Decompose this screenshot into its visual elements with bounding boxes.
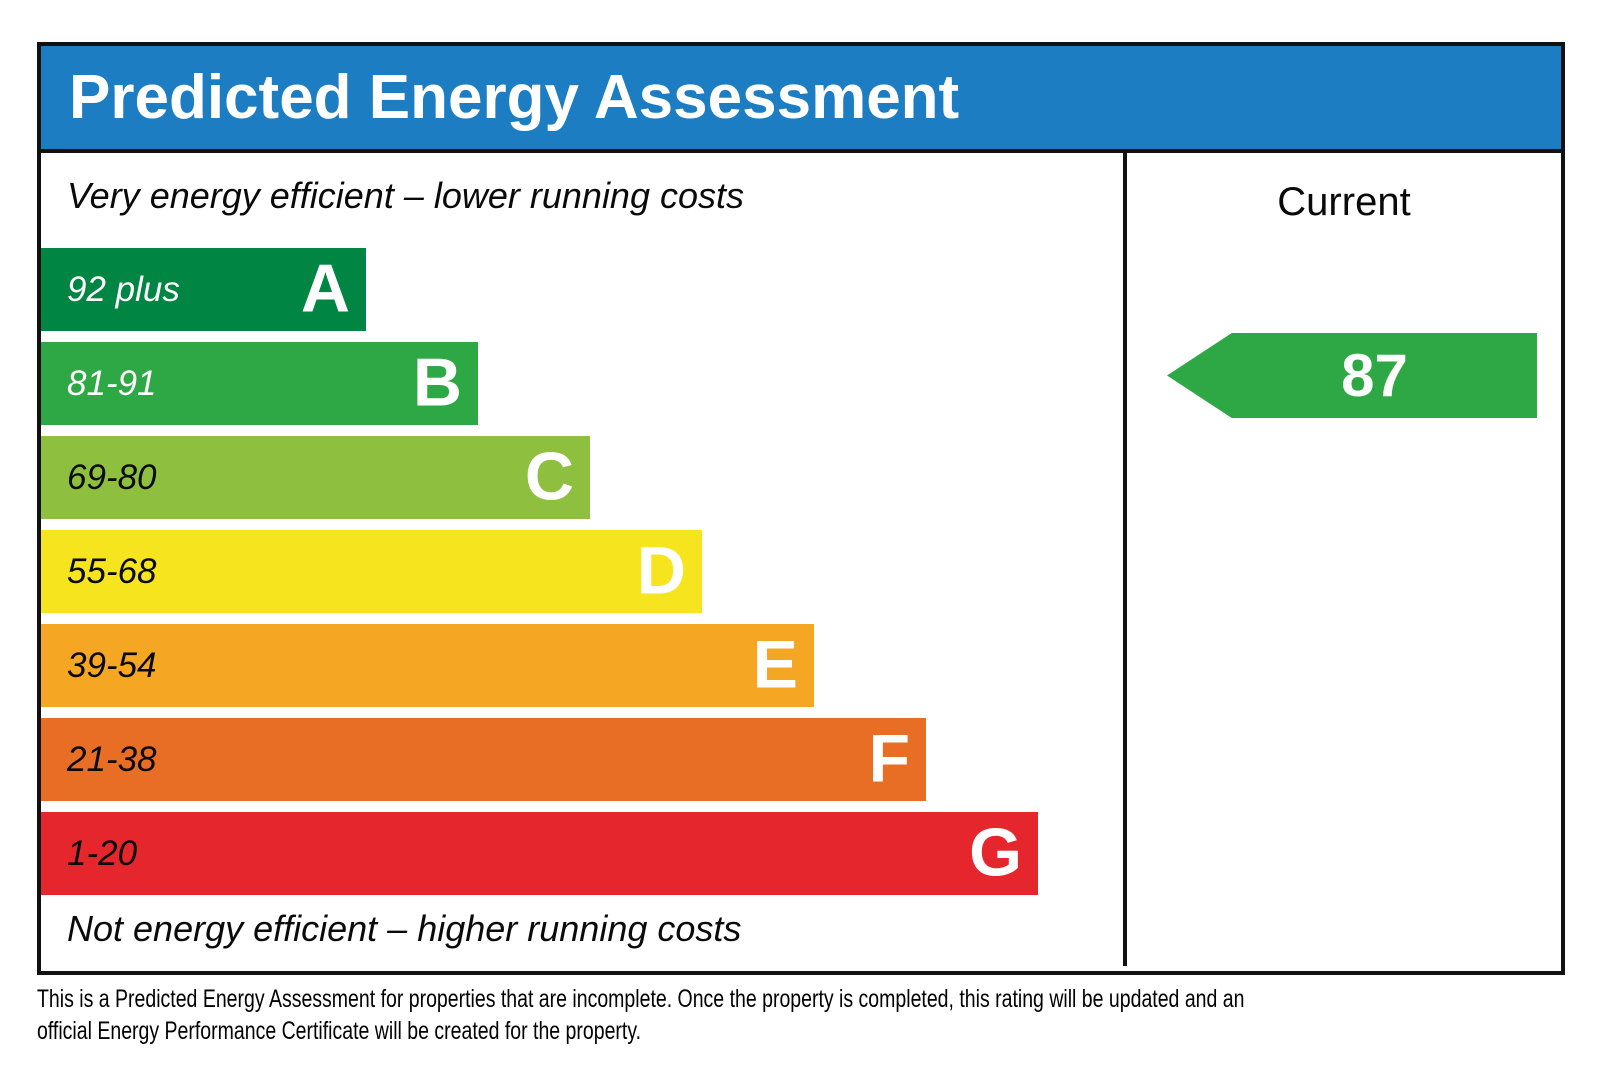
band-a: 92 plus A xyxy=(41,248,366,331)
caption-efficient: Very energy efficient – lower running co… xyxy=(67,175,745,216)
band-f-range: 21-38 xyxy=(67,739,157,779)
band-g: 1-20 G xyxy=(41,812,1038,895)
current-column-header: Current xyxy=(1277,180,1411,224)
rating-chart: Very energy efficient – lower running co… xyxy=(41,153,1123,966)
band-e: 39-54 E xyxy=(41,624,814,707)
band-a-range: 92 plus xyxy=(67,269,180,309)
band-c-letter: C xyxy=(524,438,574,515)
band-b-range: 81-91 xyxy=(67,363,157,403)
band-d: 55-68 D xyxy=(41,530,702,613)
band-b-letter: B xyxy=(412,344,462,421)
current-rating-value: 87 xyxy=(1341,341,1408,409)
caption-not-efficient: Not energy efficient – higher running co… xyxy=(67,908,742,949)
current-column: Current 87 xyxy=(1123,153,1561,966)
energy-assessment-panel: Predicted Energy Assessment Very energy … xyxy=(37,42,1565,975)
band-d-range: 55-68 xyxy=(67,551,157,591)
rating-bars: 92 plus A 81-91 B 69-80 C 55-68 D 39-54 xyxy=(41,248,1038,906)
band-c-range: 69-80 xyxy=(67,457,157,497)
band-e-range: 39-54 xyxy=(67,645,157,685)
footer-note-line1: This is a Predicted Energy Assessment fo… xyxy=(37,985,1245,1013)
footer-note: This is a Predicted Energy Assessment fo… xyxy=(37,983,1244,1047)
panel-header: Predicted Energy Assessment xyxy=(41,46,1561,153)
band-g-letter: G xyxy=(969,814,1022,891)
band-g-range: 1-20 xyxy=(67,833,138,873)
panel-content: Very energy efficient – lower running co… xyxy=(41,153,1561,966)
band-a-letter: A xyxy=(300,250,350,327)
band-f-letter: F xyxy=(868,720,910,797)
current-rating-arrow: 87 xyxy=(1167,333,1537,418)
band-c: 69-80 C xyxy=(41,436,590,519)
band-b: 81-91 B xyxy=(41,342,478,425)
band-f: 21-38 F xyxy=(41,718,926,801)
band-d-letter: D xyxy=(636,532,686,609)
footer-note-line2: official Energy Performance Certificate … xyxy=(37,1017,642,1045)
page-title: Predicted Energy Assessment xyxy=(69,63,960,132)
band-e-letter: E xyxy=(752,626,798,703)
